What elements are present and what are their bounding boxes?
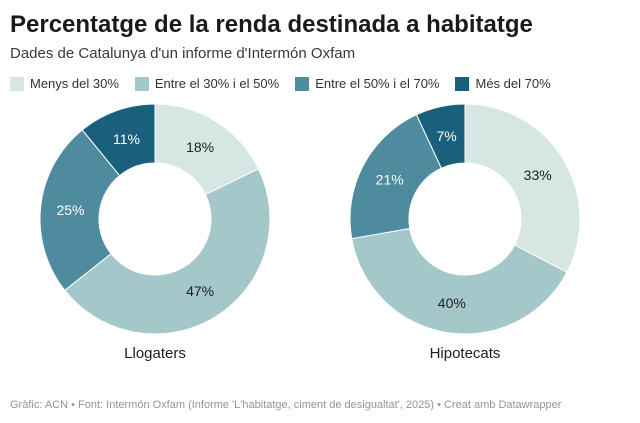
charts-row: 18% 47% 25% 11% Llogaters 33% 40% 21% 7% Hipoteca… — [0, 91, 640, 362]
legend-swatch-icon — [455, 76, 470, 91]
donut-slice-llogaters-3[interactable] — [81, 103, 156, 177]
donut-slice-llogaters-2[interactable] — [39, 129, 121, 292]
page-subtitle: Dades de Catalunya d'un informe d'Interm… — [10, 45, 356, 62]
legend-swatch-icon — [295, 76, 310, 91]
donut-slice-hipotecats-1[interactable] — [351, 227, 568, 335]
slice-value-label: 11% — [113, 131, 140, 147]
chart-group-label: Hipotecats — [429, 345, 501, 362]
legend-label: Més del 70% — [475, 76, 551, 91]
donut-slice-hipotecats-3[interactable] — [415, 103, 466, 169]
legend-swatch-icon — [134, 76, 149, 91]
legend-item-2: Entre el 50% i el 70% — [295, 76, 439, 91]
slice-value-label: 40% — [438, 295, 466, 311]
slice-value-label: 7% — [436, 128, 456, 144]
legend: Menys del 30% Entre el 30% i el 50% Entre … — [10, 76, 630, 91]
slice-value-label: 33% — [524, 167, 552, 183]
page-title: Percentatge de la renda destinada a habi… — [10, 11, 533, 38]
slice-value-label: 47% — [186, 283, 214, 299]
legend-label: Entre el 30% i el 50% — [154, 76, 280, 91]
donut-chart-hipotecats: 33% 40% 21% 7% Hipotecats — [310, 91, 620, 362]
donut-slice-hipotecats-2[interactable] — [349, 114, 443, 240]
donut-slice-hipotecats-0[interactable] — [464, 103, 581, 273]
chart-group-label: Llogaters — [124, 345, 186, 362]
donut-svg-llogaters: 18% 47% 25% 11% — [39, 103, 271, 335]
legend-swatch-icon — [10, 76, 24, 91]
legend-item-0: Menys del 30% — [10, 76, 119, 91]
source-footer: Gràfic: ACN • Font: Intermón Oxfam (Info… — [10, 399, 562, 411]
donut-svg-hipotecats: 33% 40% 21% 7% — [349, 103, 581, 335]
slice-value-label: 18% — [186, 139, 214, 155]
legend-label: Menys del 30% — [30, 76, 119, 91]
legend-item-1: Entre el 30% i el 50% — [134, 76, 280, 91]
slice-value-label: 21% — [376, 172, 404, 188]
donut-chart-llogaters: 18% 47% 25% 11% Llogaters — [0, 91, 310, 362]
legend-item-3: Més del 70% — [455, 76, 551, 91]
legend-label: Entre el 50% i el 70% — [315, 76, 440, 91]
slice-value-label: 25% — [56, 202, 84, 218]
donut-slice-llogaters-1[interactable] — [64, 168, 271, 335]
